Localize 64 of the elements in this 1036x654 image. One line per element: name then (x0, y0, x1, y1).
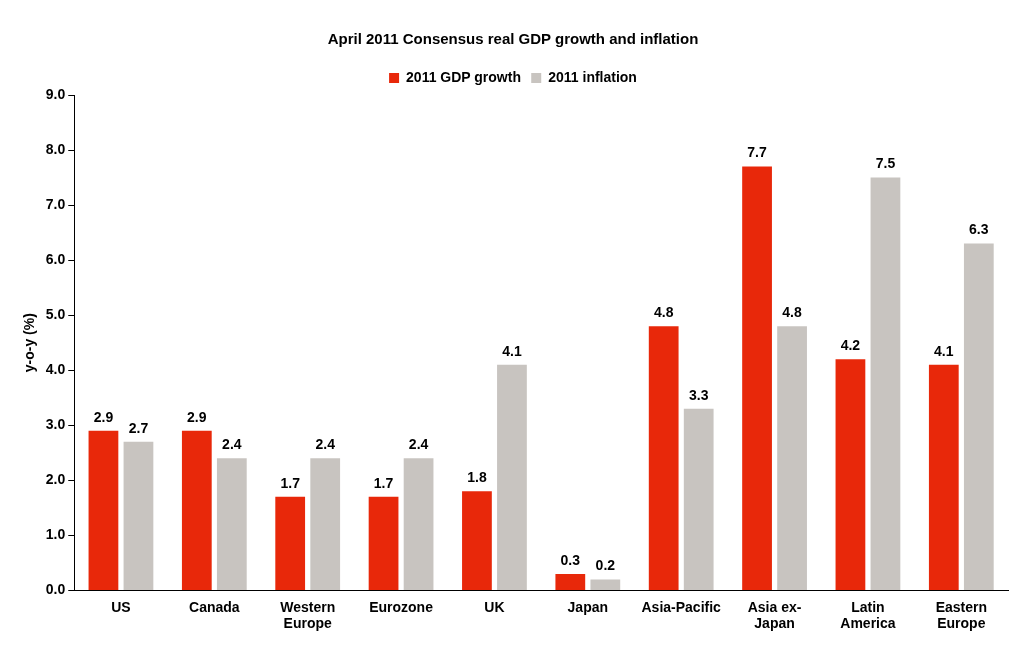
data-label: 2.4 (222, 436, 242, 453)
data-label: 0.2 (595, 557, 616, 574)
y-tick-label: 6.0 (45, 250, 66, 267)
data-label: 4.8 (653, 304, 674, 321)
x-tick-label: US (111, 598, 131, 615)
bar (88, 430, 119, 590)
data-label: 4.1 (934, 342, 954, 359)
bar (497, 364, 527, 590)
bar (123, 441, 154, 590)
data-label: 2.4 (315, 436, 336, 453)
data-label: 4.1 (502, 342, 522, 359)
bar (835, 359, 866, 590)
legend-label: 2011 inflation (548, 68, 637, 85)
bar (963, 243, 994, 590)
y-tick-label: 3.0 (45, 416, 66, 433)
data-label: 0.3 (560, 551, 581, 568)
data-label: 7.7 (747, 144, 767, 161)
data-label: 1.8 (467, 469, 487, 486)
data-label: 3.3 (688, 386, 709, 403)
y-axis-title: y-o-y (%) (21, 313, 38, 373)
bar (742, 166, 772, 590)
bar (777, 326, 807, 590)
bar (368, 496, 399, 590)
y-tick-label: 5.0 (45, 306, 66, 323)
bar (275, 496, 306, 590)
x-tick-label: Japan (567, 598, 609, 615)
bar (181, 430, 212, 590)
data-label: 1.7 (373, 474, 394, 491)
bar (216, 458, 247, 590)
x-tick-label: Asia ex-Japan (747, 598, 802, 632)
data-label: 2.9 (93, 408, 114, 425)
data-label: 7.5 (875, 155, 896, 172)
y-tick-label: 0.0 (45, 581, 66, 598)
data-label: 4.2 (840, 337, 861, 354)
y-tick-label: 7.0 (45, 195, 66, 212)
data-label: 2.7 (128, 419, 149, 436)
data-label: 6.3 (969, 221, 989, 238)
y-tick-label: 9.0 (45, 85, 66, 102)
bar (555, 573, 586, 590)
x-tick-label: UK (484, 598, 505, 615)
bar (310, 458, 341, 590)
bar (590, 579, 621, 590)
x-tick-label: Western Europe (280, 598, 336, 632)
bar (462, 491, 492, 590)
legend-label: 2011 GDP growth (406, 68, 521, 85)
bar (928, 364, 959, 590)
bar (648, 326, 679, 590)
y-tick-label: 2.0 (45, 471, 66, 488)
x-tick-label: Asia-Pacific (641, 598, 722, 615)
bar (870, 177, 901, 590)
x-tick-label: Canada (189, 598, 240, 615)
x-tick-label: Latin America (840, 598, 896, 632)
chart-title: April 2011 Consensus real GDP growth and inflation (327, 30, 699, 48)
data-label: 4.8 (782, 304, 803, 321)
y-tick-label: 1.0 (45, 526, 66, 543)
bar (683, 408, 714, 590)
x-tick-label: Eurozone (369, 598, 434, 615)
y-tick-label: 4.0 (45, 361, 66, 378)
data-label: 2.9 (187, 408, 207, 425)
y-tick-label: 8.0 (45, 140, 66, 157)
bar (403, 458, 434, 590)
data-label: 1.7 (280, 474, 301, 491)
data-label: 2.4 (408, 436, 429, 453)
x-tick-label: Eastern Europe (935, 598, 987, 632)
